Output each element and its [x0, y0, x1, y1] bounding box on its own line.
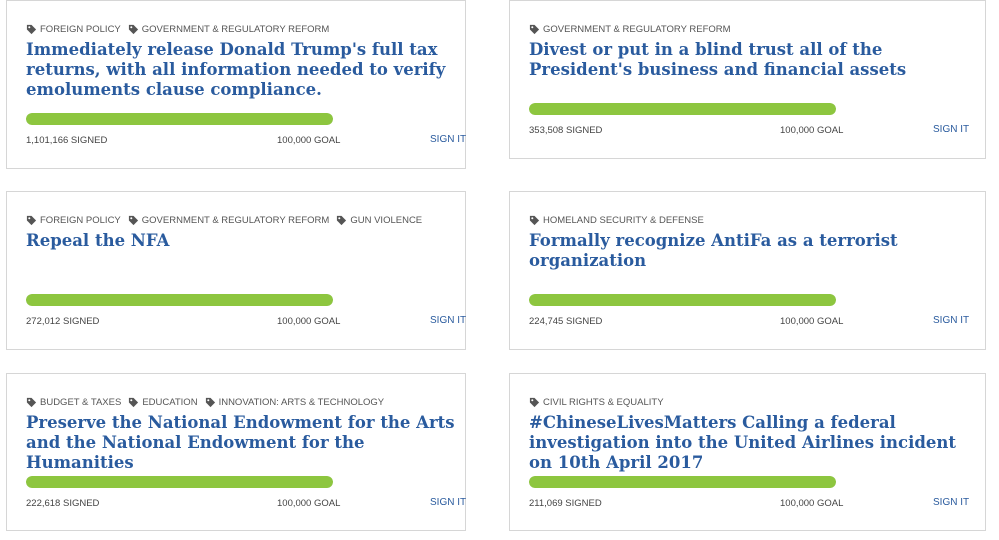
petition-card[interactable]: FOREIGN POLICY GOVERNMENT & REGULATORY R… — [6, 0, 466, 169]
tag[interactable]: GOVERNMENT & REGULATORY REFORM — [128, 215, 330, 226]
tag[interactable]: FOREIGN POLICY — [26, 215, 121, 226]
tag[interactable]: CIVIL RIGHTS & EQUALITY — [529, 397, 664, 408]
petition-card[interactable]: GOVERNMENT & REGULATORY REFORM Divest or… — [509, 0, 986, 159]
tag-label: HOMELAND SECURITY & DEFENSE — [543, 215, 704, 226]
tag-label: BUDGET & TAXES — [40, 397, 122, 408]
progress-fill — [26, 476, 333, 488]
progress-fill — [529, 476, 836, 488]
progress-bar — [529, 476, 836, 488]
tag-icon — [129, 397, 139, 408]
tag-list: HOMELAND SECURITY & DEFENSE — [529, 215, 704, 226]
sign-it-link[interactable]: SIGN IT — [933, 124, 970, 135]
tag-icon — [26, 397, 37, 408]
tag-label: GUN VIOLENCE — [350, 215, 423, 226]
tag-icon — [205, 397, 215, 408]
signed-count: 1,101,166 SIGNED — [26, 135, 108, 146]
tag-list: FOREIGN POLICY GOVERNMENT & REGULATORY R… — [26, 215, 422, 226]
signed-count: 224,745 SIGNED — [529, 316, 603, 327]
petition-title[interactable]: Immediately release Donald Trump's full … — [26, 40, 446, 99]
progress-fill — [26, 294, 333, 306]
goal-count: 100,000 GOAL — [780, 316, 844, 327]
tag-icon — [128, 24, 138, 35]
tag-icon — [529, 24, 540, 35]
tag-label: INNOVATION: ARTS & TECHNOLOGY — [218, 397, 385, 408]
signed-count: 272,012 SIGNED — [26, 316, 100, 327]
progress-bar — [529, 103, 836, 115]
sign-it-link[interactable]: SIGN IT — [430, 134, 467, 145]
goal-count: 100,000 GOAL — [277, 135, 341, 146]
petition-title[interactable]: Divest or put in a blind trust all of th… — [529, 40, 907, 79]
tag[interactable]: INNOVATION: ARTS & TECHNOLOGY — [205, 397, 385, 408]
progress-bar — [26, 294, 333, 306]
tag-icon — [26, 215, 37, 226]
tag-label: FOREIGN POLICY — [40, 24, 121, 35]
progress-bar — [26, 476, 333, 488]
sign-it-link[interactable]: SIGN IT — [933, 497, 970, 508]
tag[interactable]: EDUCATION — [128, 397, 198, 408]
petition-title[interactable]: Preserve the National Endowment for the … — [26, 413, 455, 472]
tag-icon — [26, 24, 37, 35]
progress-fill — [529, 294, 836, 306]
tag-label: GOVERNMENT & REGULATORY REFORM — [141, 215, 330, 226]
signed-count: 222,618 SIGNED — [26, 498, 100, 509]
petition-title[interactable]: #ChineseLivesMatters Calling a federal i… — [529, 413, 957, 472]
progress-bar — [26, 113, 333, 125]
tag-label: EDUCATION — [142, 397, 198, 408]
tag[interactable]: HOMELAND SECURITY & DEFENSE — [529, 215, 704, 226]
tag-list: FOREIGN POLICY GOVERNMENT & REGULATORY R… — [26, 24, 329, 35]
tag-list: BUDGET & TAXES EDUCATION INNOVATION: ART… — [26, 397, 384, 408]
goal-count: 100,000 GOAL — [780, 125, 844, 136]
petition-card[interactable]: HOMELAND SECURITY & DEFENSE Formally rec… — [509, 191, 986, 350]
tag-label: GOVERNMENT & REGULATORY REFORM — [543, 24, 731, 35]
petition-title[interactable]: Formally recognize AntiFa as a terrorist… — [529, 231, 898, 270]
tag[interactable]: GOVERNMENT & REGULATORY REFORM — [529, 24, 731, 35]
tag-label: GOVERNMENT & REGULATORY REFORM — [141, 24, 330, 35]
signed-count: 353,508 SIGNED — [529, 125, 603, 136]
signed-count: 211,069 SIGNED — [529, 498, 602, 509]
tag-label: FOREIGN POLICY — [40, 215, 121, 226]
tag[interactable]: BUDGET & TAXES — [26, 397, 121, 408]
tag[interactable]: FOREIGN POLICY — [26, 24, 121, 35]
tag-icon — [529, 397, 540, 408]
petition-title[interactable]: Repeal the NFA — [26, 231, 170, 250]
petition-card[interactable]: BUDGET & TAXES EDUCATION INNOVATION: ART… — [6, 373, 466, 531]
tag-icon — [128, 215, 138, 226]
progress-fill — [26, 113, 333, 125]
tag-icon — [337, 215, 347, 226]
goal-count: 100,000 GOAL — [277, 316, 341, 327]
tag-icon — [529, 215, 540, 226]
petition-card[interactable]: FOREIGN POLICY GOVERNMENT & REGULATORY R… — [6, 191, 466, 350]
sign-it-link[interactable]: SIGN IT — [430, 315, 467, 326]
tag[interactable]: GUN VIOLENCE — [336, 215, 422, 226]
progress-bar — [529, 294, 836, 306]
tag-label: CIVIL RIGHTS & EQUALITY — [543, 397, 664, 408]
goal-count: 100,000 GOAL — [277, 498, 341, 509]
tag-list: GOVERNMENT & REGULATORY REFORM — [529, 24, 731, 35]
tag-list: CIVIL RIGHTS & EQUALITY — [529, 397, 664, 408]
tag[interactable]: GOVERNMENT & REGULATORY REFORM — [128, 24, 330, 35]
sign-it-link[interactable]: SIGN IT — [933, 315, 970, 326]
sign-it-link[interactable]: SIGN IT — [430, 497, 467, 508]
goal-count: 100,000 GOAL — [780, 498, 844, 509]
petition-card[interactable]: CIVIL RIGHTS & EQUALITY #ChineseLivesMat… — [509, 373, 986, 531]
progress-fill — [529, 103, 836, 115]
